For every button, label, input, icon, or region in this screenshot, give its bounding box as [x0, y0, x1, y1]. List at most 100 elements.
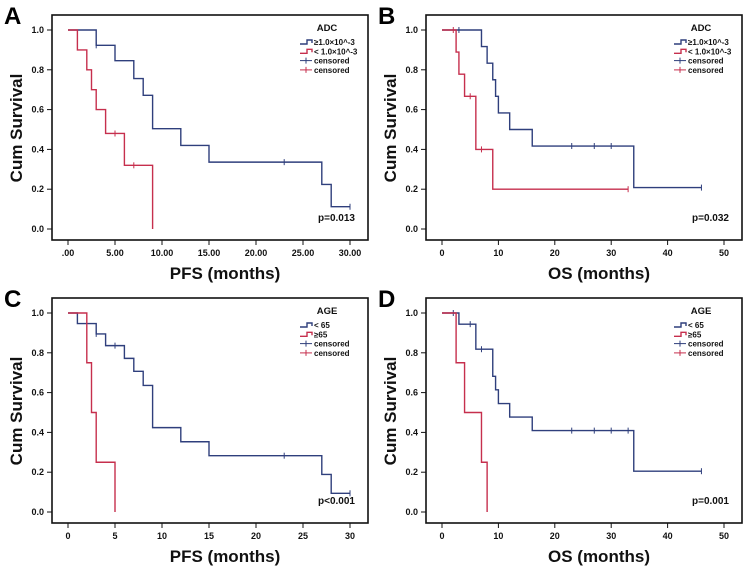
y-tick-label: 0.2	[405, 184, 418, 194]
y-tick-label: 0.2	[31, 184, 44, 194]
legend-entry: < 65	[314, 321, 330, 330]
survival-curve-blue	[68, 29, 350, 208]
y-tick-label: 1.0	[405, 25, 418, 35]
x-tick-label: 15.00	[198, 248, 221, 258]
legend-step-icon	[674, 39, 687, 45]
legend-entry: ≥1.0×10^-3	[688, 38, 729, 47]
x-tick-label: 5	[112, 531, 117, 541]
y-axis-label: Cum Survival	[7, 74, 26, 183]
x-tick-label: 15	[204, 531, 214, 541]
x-tick-label: 30.00	[339, 248, 362, 258]
legend-step-icon	[674, 322, 687, 328]
legend-step-icon	[300, 48, 313, 54]
plot-frame	[51, 14, 369, 241]
y-tick-label: 1.0	[31, 308, 44, 318]
legend-title: ADC	[317, 23, 338, 34]
x-tick-label: 20	[550, 531, 560, 541]
y-tick-label: 0.8	[405, 65, 418, 75]
y-tick-label: 0.6	[31, 105, 44, 115]
y-tick-label: 0.8	[31, 65, 44, 75]
legend-step-icon	[674, 331, 687, 337]
panel-letter: B	[378, 3, 395, 30]
survival-curve-red	[442, 29, 629, 190]
x-tick-label: 10	[493, 248, 503, 258]
y-axis-label: Cum Survival	[381, 74, 400, 183]
y-axis-label: Cum Survival	[381, 357, 400, 466]
plot-frame	[425, 297, 743, 524]
plot-frame	[425, 14, 743, 241]
x-tick-label: 20.00	[245, 248, 268, 258]
y-tick-label: 1.0	[31, 25, 44, 35]
x-axis-label: OS (months)	[548, 547, 650, 566]
x-tick-label: 0	[439, 531, 444, 541]
legend-entry: ≥65	[314, 330, 328, 339]
x-tick-label: 0	[65, 531, 70, 541]
y-tick-label: 0.6	[405, 388, 418, 398]
panel-letter: D	[378, 286, 395, 313]
legend-entry: censored	[314, 349, 350, 358]
survival-curve-red	[442, 312, 488, 512]
panel-letter: A	[4, 3, 21, 30]
y-axis-label: Cum Survival	[7, 357, 26, 466]
legend-entry: censored	[314, 66, 350, 75]
legend-step-icon	[300, 331, 313, 337]
y-tick-label: 0.8	[405, 348, 418, 358]
y-tick-label: 0.8	[31, 348, 44, 358]
x-tick-label: .00	[62, 248, 75, 258]
y-tick-label: 0.2	[31, 467, 44, 477]
legend-entry: censored	[688, 349, 724, 358]
x-tick-label: 20	[550, 248, 560, 258]
p-value: p=0.001	[692, 496, 729, 507]
x-tick-label: 25	[298, 531, 308, 541]
x-tick-label: 30	[345, 531, 355, 541]
panel-d: D 0.0 0.2 0.4 0.6 0.8 1.0 0 10 20 30 40 50 OS (months…	[378, 286, 743, 566]
y-tick-label: 0.4	[31, 427, 44, 437]
y-tick-label: 0.4	[405, 144, 418, 154]
legend-entry: censored	[688, 57, 724, 66]
legend-entry: censored	[314, 340, 350, 349]
y-tick-label: 1.0	[405, 308, 418, 318]
x-tick-label: 10	[493, 531, 503, 541]
x-tick-label: 30	[606, 248, 616, 258]
legend-entry: < 65	[688, 321, 704, 330]
x-tick-label: 50	[719, 531, 729, 541]
y-tick-label: 0.0	[31, 224, 44, 234]
legend-step-icon	[674, 48, 687, 54]
panel-c: C 0.0 0.2 0.4 0.6 0.8 1.0 0 5 10 15 20 25 30 PFS (mont…	[4, 286, 369, 566]
y-tick-label: 0.4	[31, 144, 44, 154]
x-tick-label: 20	[251, 531, 261, 541]
x-tick-label: 50	[719, 248, 729, 258]
x-tick-label: 10	[157, 531, 167, 541]
p-value: p=0.032	[692, 213, 729, 224]
legend-entry: < 1.0×10^-3	[314, 47, 358, 56]
p-value: p<0.001	[318, 496, 355, 507]
x-tick-label: 40	[663, 531, 673, 541]
legend-entry: censored	[688, 66, 724, 75]
legend-title: AGE	[691, 306, 712, 317]
panel-b: B 0.0 0.2 0.4 0.6 0.8 1.0 0 10 20 30 40 50 OS (months…	[378, 3, 743, 283]
legend-entry: censored	[688, 340, 724, 349]
survival-curve-blue	[442, 29, 702, 189]
x-axis-label: PFS (months)	[170, 547, 281, 566]
p-value: p=0.013	[318, 213, 355, 224]
x-axis-label: PFS (months)	[170, 264, 281, 283]
x-tick-label: 10.00	[151, 248, 174, 258]
legend-entry: censored	[314, 57, 350, 66]
y-tick-label: 0.0	[31, 507, 44, 517]
survival-curve-red	[68, 312, 116, 512]
legend-entry: < 1.0×10^-3	[688, 47, 732, 56]
legend-step-icon	[300, 322, 313, 328]
legend-entry: ≥1.0×10^-3	[314, 38, 355, 47]
legend-title: AGE	[317, 306, 338, 317]
y-tick-label: 0.4	[405, 427, 418, 437]
x-tick-label: 40	[663, 248, 673, 258]
y-tick-label: 0.6	[31, 388, 44, 398]
x-tick-label: 30	[606, 531, 616, 541]
survival-curve-blue	[442, 312, 702, 472]
panel-a: A 0.0 0.2 0.4 0.6 0.8 1.0 .00 5.00 10.00 15.00 20.0…	[4, 3, 369, 283]
y-tick-label: 0.6	[405, 105, 418, 115]
x-tick-label: 5.00	[106, 248, 124, 258]
y-tick-label: 0.0	[405, 224, 418, 234]
y-tick-label: 0.2	[405, 467, 418, 477]
